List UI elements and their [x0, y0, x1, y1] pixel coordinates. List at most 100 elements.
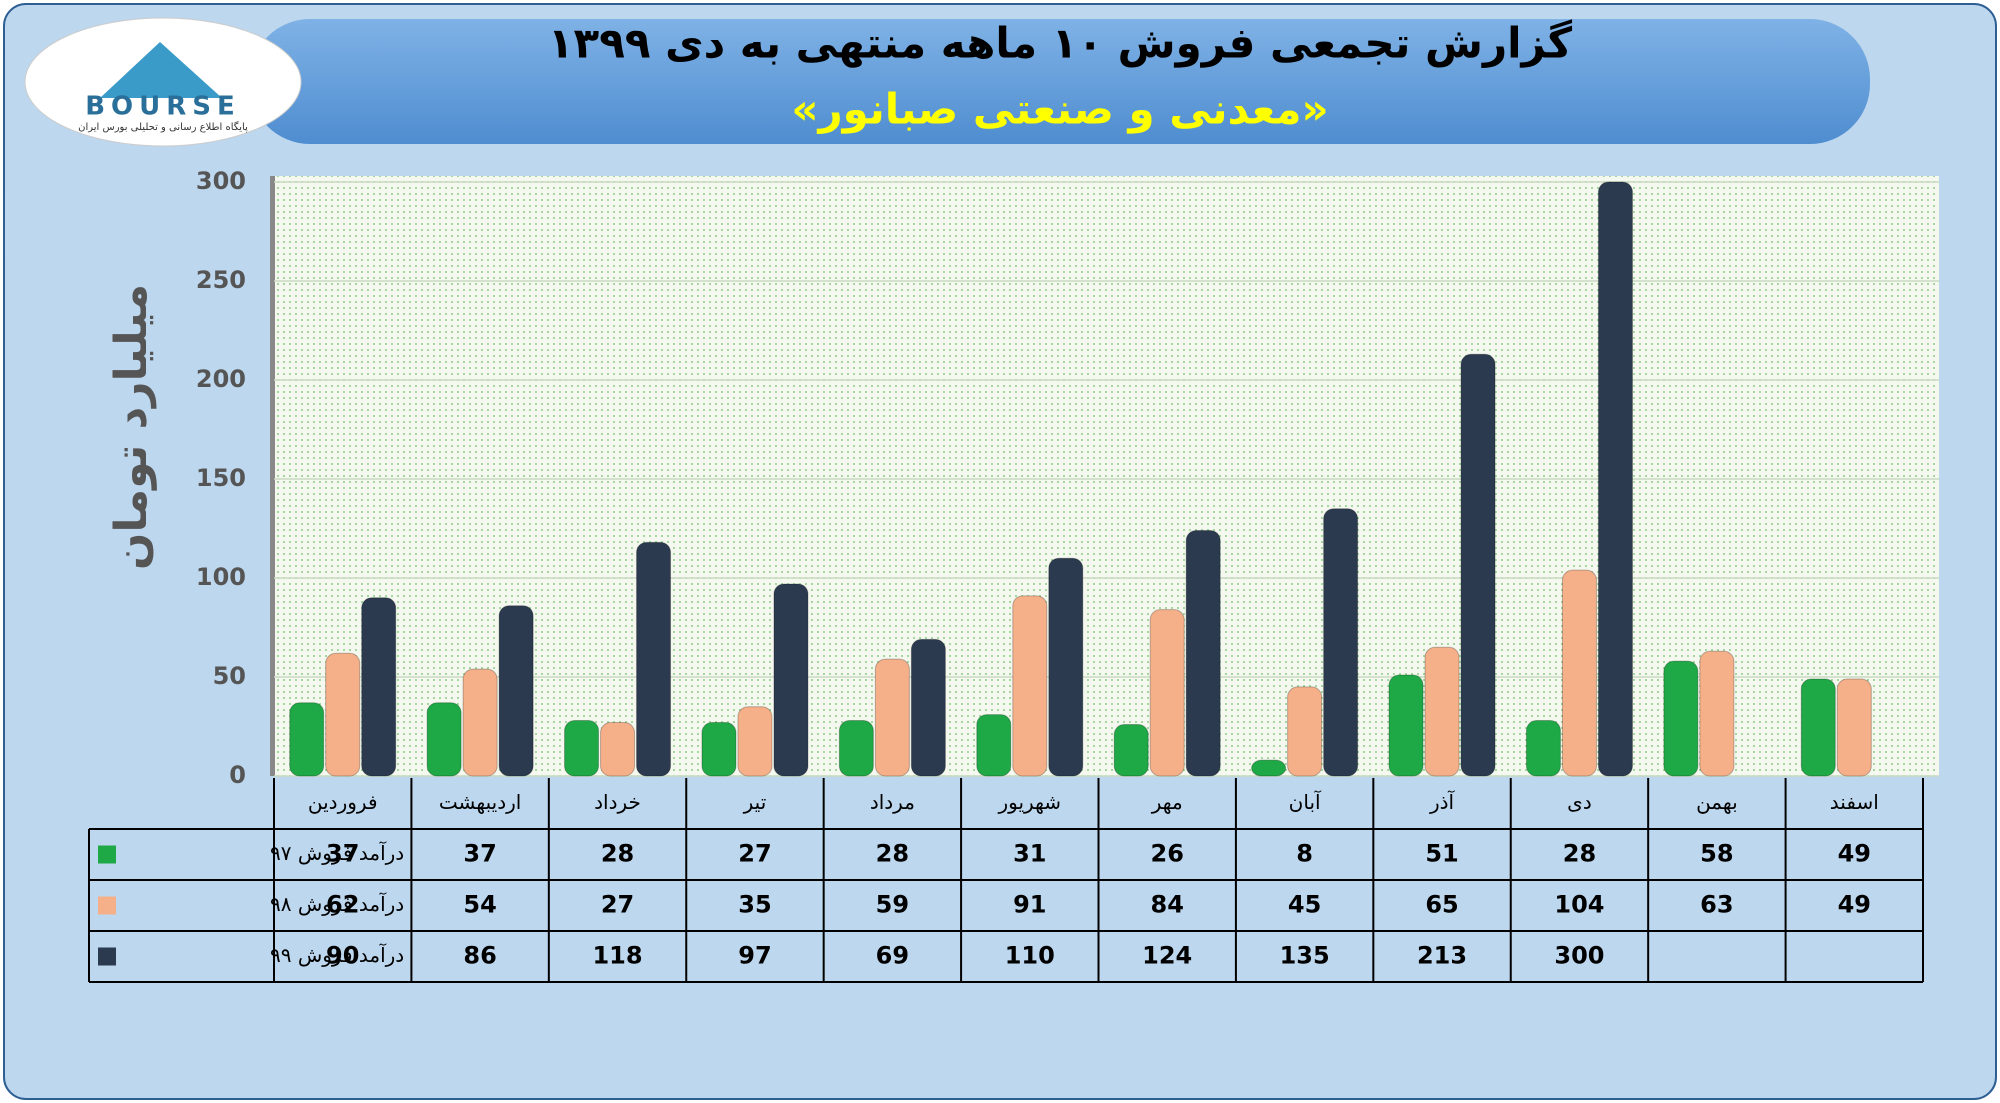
table-cell: 49 — [1838, 891, 1871, 919]
table-cell: 59 — [876, 891, 909, 919]
bar — [1800, 678, 1836, 777]
table-cell: 37 — [326, 840, 359, 868]
y-tick-label: 0 — [229, 761, 246, 789]
x-tick-label: خرداد — [594, 790, 641, 814]
x-tick-label: آبان — [1289, 789, 1322, 814]
logo-shape — [100, 42, 222, 98]
chart-title: گزارش تجمعی فروش ۱۰ ماهه منتهی به دی ۱۳۹… — [548, 19, 1573, 69]
table-cell: 35 — [738, 891, 771, 919]
y-tick-label: 200 — [196, 365, 246, 393]
bar — [636, 541, 672, 777]
table-cell: 49 — [1838, 840, 1871, 868]
legend-label: درآمد فروش ۹۹ — [270, 942, 404, 967]
bar — [564, 720, 600, 777]
table-cell: 62 — [326, 891, 359, 919]
table-cell: 26 — [1151, 840, 1184, 868]
banner — [250, 19, 1870, 144]
table-cell: 69 — [876, 942, 909, 970]
bar — [462, 668, 498, 777]
x-tick-label: دی — [1567, 790, 1592, 814]
table-cell: 110 — [1005, 942, 1055, 970]
bar — [1012, 595, 1048, 777]
bar — [910, 638, 946, 777]
table-cell: 213 — [1417, 942, 1467, 970]
bar — [1388, 674, 1424, 777]
logo-text: BOURSE — [85, 92, 241, 122]
table-cell: 300 — [1554, 942, 1604, 970]
bar — [1185, 529, 1221, 777]
bar — [1836, 678, 1872, 777]
chart-subtitle: «معدنی و صنعتی صبانور» — [791, 85, 1328, 135]
table-cell: 27 — [601, 891, 634, 919]
bar — [1699, 650, 1735, 777]
y-tick-label: 150 — [196, 464, 246, 492]
bar — [1251, 759, 1287, 777]
y-tick-label: 250 — [196, 266, 246, 294]
table-cell: 97 — [738, 942, 771, 970]
logo-tagline: پایگاه اطلاع رسانی و تحلیلی بورس ایران — [78, 121, 248, 133]
table-cell: 104 — [1554, 891, 1604, 919]
y-tick-label: 100 — [196, 563, 246, 591]
bar — [1048, 557, 1084, 777]
x-tick-label: آذر — [1429, 789, 1456, 814]
plot-area — [274, 176, 1939, 776]
table-cell: 54 — [463, 891, 496, 919]
bar — [498, 605, 534, 777]
x-tick-label: شهریور — [998, 790, 1062, 814]
table-cell: 31 — [1013, 840, 1046, 868]
bar — [426, 702, 462, 777]
bar — [361, 597, 397, 777]
bar — [325, 652, 361, 777]
x-tick-label: تیر — [743, 790, 767, 814]
bar — [773, 583, 809, 777]
bar — [1323, 508, 1359, 777]
table-cell: 28 — [876, 840, 909, 868]
table-cell: 124 — [1142, 942, 1192, 970]
y-tick-label: 300 — [196, 167, 246, 195]
legend-swatch — [98, 845, 116, 864]
bar — [737, 706, 773, 777]
bar — [1149, 609, 1185, 777]
table-cell: 28 — [601, 840, 634, 868]
x-tick-label: مهر — [1151, 790, 1183, 814]
bar — [289, 702, 325, 777]
legend-swatch — [98, 947, 116, 966]
table-cell: 63 — [1700, 891, 1733, 919]
table-cell: 118 — [592, 942, 642, 970]
bar — [701, 722, 737, 777]
legend-label: درآمد فروش ۹۷ — [270, 840, 404, 865]
x-tick-label: بهمن — [1696, 790, 1738, 814]
table-cell: 84 — [1151, 891, 1184, 919]
table-cell: 86 — [463, 942, 496, 970]
legend-swatch — [98, 896, 116, 915]
table-cell: 135 — [1280, 942, 1330, 970]
table-cell: 28 — [1563, 840, 1596, 868]
bar — [1597, 181, 1633, 777]
x-tick-label: اردیبهشت — [439, 790, 521, 814]
y-tick-label: 50 — [213, 662, 246, 690]
legend-label: درآمد فروش ۹۸ — [270, 891, 404, 916]
table-cell: 37 — [463, 840, 496, 868]
bar — [838, 720, 874, 777]
bar — [1561, 569, 1597, 777]
table-cell: 51 — [1425, 840, 1458, 868]
plot-wall — [270, 176, 275, 776]
bar — [976, 714, 1012, 777]
bar — [600, 722, 636, 777]
x-tick-label: فروردین — [308, 790, 378, 814]
table-cell: 91 — [1013, 891, 1046, 919]
table-cell: 27 — [738, 840, 771, 868]
bar — [1525, 720, 1561, 777]
bar — [1460, 353, 1496, 777]
x-tick-label: مرداد — [870, 790, 915, 814]
table-cell: 58 — [1700, 840, 1733, 868]
bar — [1663, 660, 1699, 777]
table-cell: 90 — [326, 942, 359, 970]
bar — [1424, 646, 1460, 777]
table-cell: 65 — [1425, 891, 1458, 919]
table-cell: 8 — [1296, 840, 1313, 868]
x-tick-label: اسفند — [1830, 790, 1879, 814]
table-cell: 45 — [1288, 891, 1321, 919]
